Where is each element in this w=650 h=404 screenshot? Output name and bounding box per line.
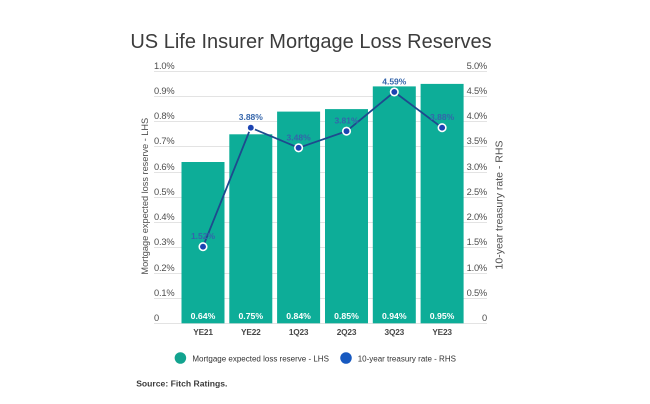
- svg-text:0.6%: 0.6%: [154, 162, 174, 172]
- svg-text:4.5%: 4.5%: [467, 86, 487, 96]
- svg-text:4.59%: 4.59%: [382, 76, 407, 86]
- svg-text:3.5%: 3.5%: [467, 136, 487, 146]
- svg-text:2.5%: 2.5%: [467, 187, 487, 197]
- svg-text:Source: Fitch Ratings.: Source: Fitch Ratings.: [136, 379, 227, 389]
- svg-text:1.5%: 1.5%: [467, 237, 487, 247]
- svg-text:10-year treasury rate - RHS: 10-year treasury rate - RHS: [494, 141, 506, 270]
- svg-text:YE22: YE22: [241, 327, 261, 337]
- svg-text:10-year treasury rate - RHS: 10-year treasury rate - RHS: [358, 355, 456, 364]
- svg-text:0.95%: 0.95%: [430, 311, 455, 321]
- svg-text:0.84%: 0.84%: [286, 311, 311, 321]
- svg-text:0.85%: 0.85%: [334, 311, 359, 321]
- svg-text:0.8%: 0.8%: [154, 111, 174, 121]
- svg-text:US Life Insurer Mortgage Loss: US Life Insurer Mortgage Loss Reserves: [130, 31, 491, 53]
- svg-text:2Q23: 2Q23: [337, 327, 357, 337]
- svg-text:0.75%: 0.75%: [238, 311, 263, 321]
- svg-text:3Q23: 3Q23: [385, 327, 405, 337]
- svg-text:0.5%: 0.5%: [154, 187, 174, 197]
- svg-text:1.0%: 1.0%: [467, 263, 487, 273]
- svg-text:3.0%: 3.0%: [467, 162, 487, 172]
- svg-text:1Q23: 1Q23: [289, 327, 309, 337]
- svg-text:YE23: YE23: [432, 327, 452, 337]
- svg-text:0.5%: 0.5%: [467, 288, 487, 298]
- svg-text:Mortgage expected loss reserve: Mortgage expected loss reserve - LHS: [192, 355, 329, 364]
- svg-text:0.9%: 0.9%: [154, 86, 174, 96]
- svg-text:0: 0: [154, 313, 159, 323]
- svg-text:0.3%: 0.3%: [154, 237, 174, 247]
- svg-text:0.4%: 0.4%: [154, 212, 174, 222]
- svg-text:0.1%: 0.1%: [154, 288, 174, 298]
- svg-text:0.7%: 0.7%: [154, 136, 174, 146]
- svg-text:3.81%: 3.81%: [334, 116, 359, 126]
- svg-text:0: 0: [482, 313, 487, 323]
- svg-text:4.0%: 4.0%: [467, 111, 487, 121]
- svg-text:0.94%: 0.94%: [382, 311, 407, 321]
- svg-text:2.0%: 2.0%: [467, 212, 487, 222]
- svg-text:0.64%: 0.64%: [191, 311, 216, 321]
- svg-text:3.88%: 3.88%: [430, 112, 455, 122]
- svg-text:0.2%: 0.2%: [154, 263, 174, 273]
- svg-text:YE21: YE21: [193, 327, 213, 337]
- svg-text:3.88%: 3.88%: [239, 112, 264, 122]
- svg-text:1.0%: 1.0%: [154, 61, 174, 71]
- svg-text:5.0%: 5.0%: [467, 61, 487, 71]
- svg-text:1.52%: 1.52%: [191, 231, 216, 241]
- svg-text:3.48%: 3.48%: [287, 132, 312, 142]
- svg-text:Mortgage expected loss reserve: Mortgage expected loss reserve - LHS: [140, 118, 150, 275]
